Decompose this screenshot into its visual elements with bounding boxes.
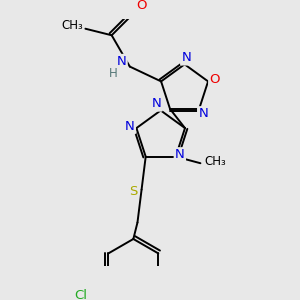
- Text: S: S: [129, 185, 137, 198]
- Text: CH₃: CH₃: [61, 19, 83, 32]
- Text: Cl: Cl: [74, 289, 87, 300]
- Text: N: N: [152, 98, 161, 110]
- Text: H: H: [109, 67, 118, 80]
- Text: CH₃: CH₃: [204, 155, 226, 168]
- Text: N: N: [175, 148, 185, 161]
- Text: N: N: [125, 120, 135, 133]
- Text: O: O: [136, 0, 147, 12]
- Text: N: N: [182, 51, 191, 64]
- Text: N: N: [117, 55, 126, 68]
- Text: O: O: [209, 73, 220, 86]
- Text: N: N: [198, 107, 208, 121]
